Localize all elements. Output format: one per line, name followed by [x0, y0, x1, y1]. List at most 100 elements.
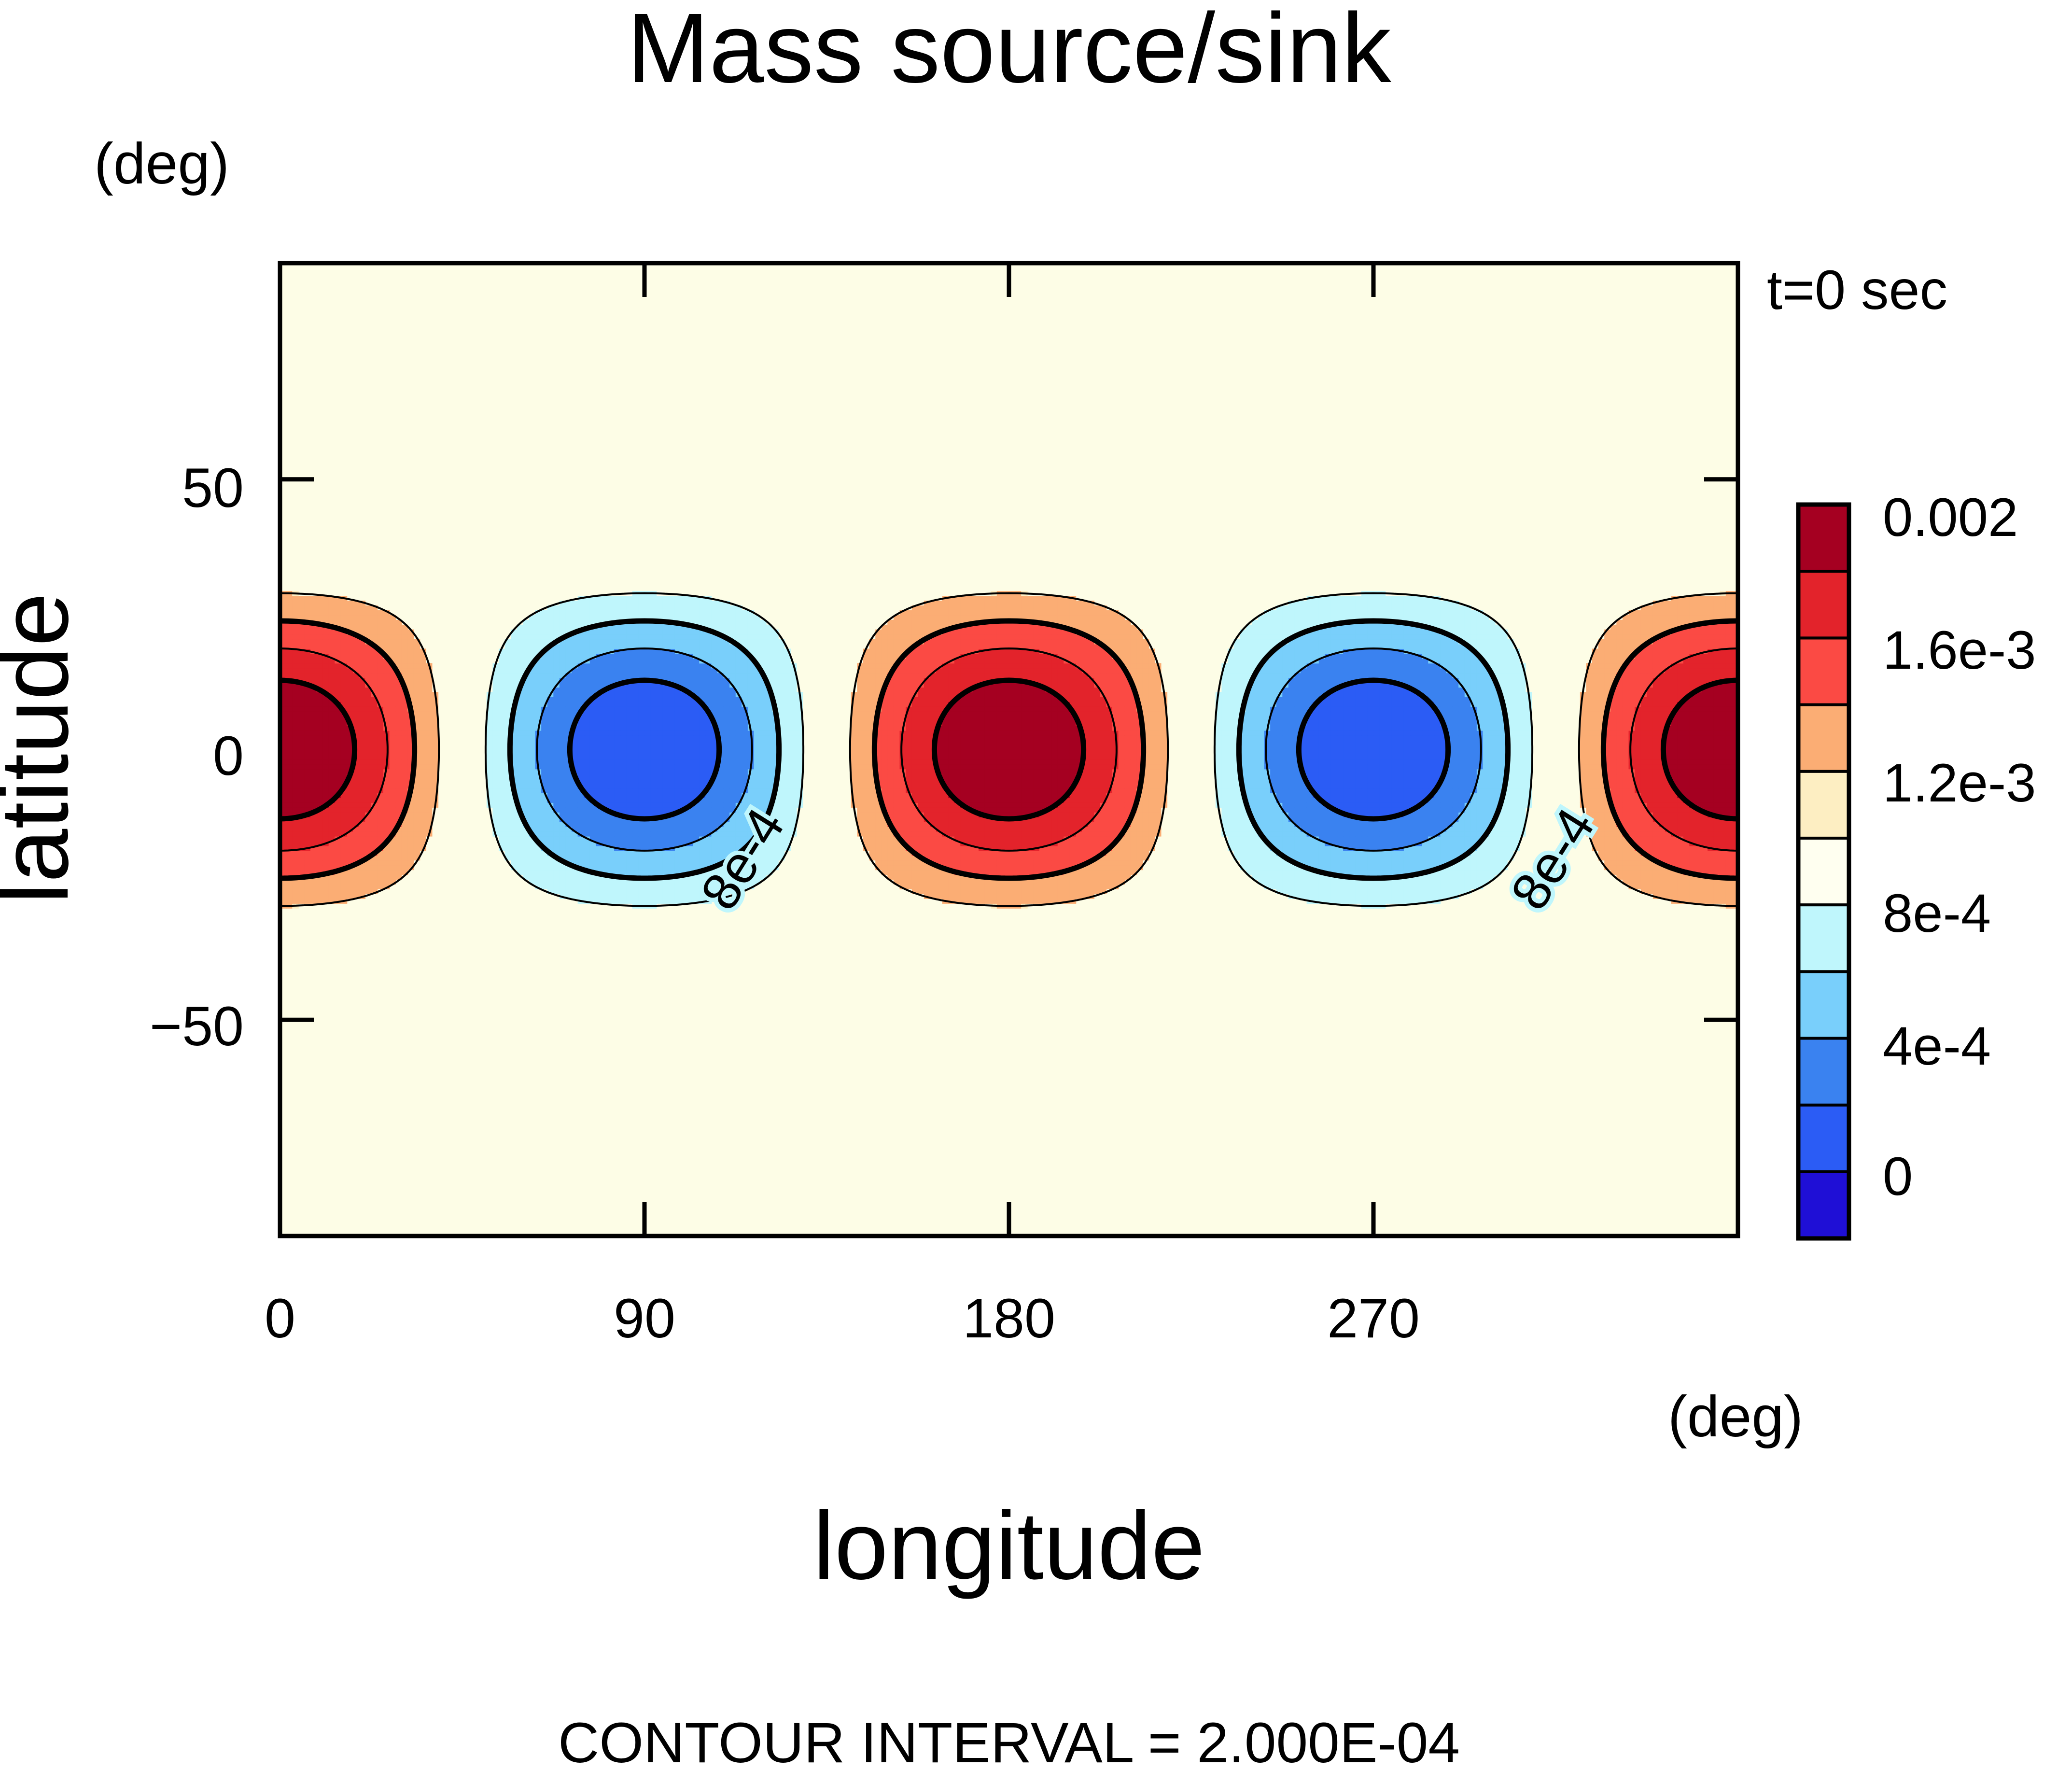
field-cell [1689, 778, 1696, 784]
field-cell [1391, 889, 1399, 894]
field-cell [1343, 850, 1350, 856]
field-cell [322, 874, 329, 880]
field-cell [553, 788, 560, 793]
field-cell [1610, 831, 1617, 837]
field-cell [723, 821, 730, 827]
field-cell [1616, 831, 1623, 837]
field-cell [1258, 812, 1265, 817]
field-cell [1015, 778, 1022, 784]
field-cell [1592, 845, 1599, 851]
field-cell [1057, 865, 1064, 871]
field-cell [1288, 841, 1295, 846]
field-cell [760, 831, 767, 837]
field-cell [292, 894, 299, 899]
field-cell [863, 793, 870, 798]
field-cell [602, 865, 609, 871]
field-cell [1391, 879, 1399, 885]
field-cell [1064, 812, 1070, 817]
field-cell [1282, 826, 1289, 832]
field-cell [328, 793, 336, 798]
field-cell [1476, 783, 1484, 789]
field-cell [365, 769, 372, 774]
field-cell [1470, 841, 1477, 846]
field-cell [1391, 798, 1399, 803]
field-cell [572, 783, 578, 789]
field-cell [669, 860, 675, 866]
field-cell [1301, 798, 1307, 803]
field-cell [383, 812, 390, 817]
field-cell [1604, 845, 1611, 851]
field-cell [1440, 855, 1447, 861]
field-cell [1027, 865, 1034, 871]
field-cell [766, 783, 773, 789]
field-cell [705, 894, 712, 899]
field-cell [1610, 860, 1617, 866]
field-cell [577, 773, 585, 779]
field-cell [772, 821, 779, 827]
field-cell [657, 812, 663, 817]
field-cell [1106, 773, 1113, 779]
field-cell [1142, 802, 1149, 808]
field-cell [735, 821, 742, 827]
field-cell [930, 850, 937, 856]
field-cell [1373, 870, 1380, 875]
field-cell [705, 769, 712, 774]
field-cell [523, 769, 530, 774]
field-cell [614, 860, 621, 866]
field-cell [1677, 773, 1684, 779]
field-cell [1495, 841, 1502, 846]
field-cell [328, 894, 336, 899]
field-cell [572, 836, 578, 842]
field-cell [1476, 802, 1484, 808]
field-cell [1027, 860, 1034, 866]
field-cell [517, 836, 524, 842]
field-cell [572, 841, 578, 846]
field-cell [1288, 884, 1295, 889]
field-cell [1732, 879, 1738, 885]
field-cell [1276, 807, 1283, 813]
field-cell [359, 826, 366, 832]
field-cell [1628, 821, 1635, 827]
field-cell [1452, 845, 1459, 851]
field-cell [304, 884, 311, 889]
field-cell [504, 773, 512, 779]
field-cell [614, 816, 621, 822]
field-cell [1732, 788, 1738, 793]
field-cell [1677, 798, 1684, 803]
field-cell [1009, 855, 1016, 861]
field-cell [1732, 884, 1738, 889]
field-cell [1155, 826, 1162, 832]
field-cell [1616, 773, 1623, 779]
field-cell [1258, 870, 1265, 875]
field-cell [674, 850, 682, 856]
field-cell [1592, 812, 1599, 817]
field-cell [1458, 773, 1465, 779]
field-cell [1428, 773, 1435, 779]
field-cell [584, 884, 590, 889]
field-cell [353, 802, 360, 808]
field-cell [1142, 831, 1149, 837]
field-cell [1598, 826, 1605, 832]
field-cell [1142, 793, 1149, 798]
field-cell [572, 816, 578, 822]
field-cell [286, 860, 293, 866]
field-cell [1258, 802, 1265, 808]
field-cell [705, 826, 712, 832]
field-cell [626, 793, 633, 798]
field-cell [1027, 778, 1034, 784]
field-cell [353, 778, 360, 784]
field-cell [632, 884, 639, 889]
field-cell [1725, 860, 1733, 866]
field-cell [553, 860, 560, 866]
field-cell [693, 826, 700, 832]
field-cell [911, 841, 919, 846]
field-cell [1476, 788, 1484, 793]
field-cell [766, 865, 773, 871]
field-cell [535, 855, 542, 861]
field-cell [1689, 894, 1696, 899]
field-cell [1003, 870, 1009, 875]
field-cell [298, 850, 305, 856]
field-cell [1361, 783, 1368, 789]
field-cell [930, 870, 937, 875]
field-cell [1325, 855, 1331, 861]
